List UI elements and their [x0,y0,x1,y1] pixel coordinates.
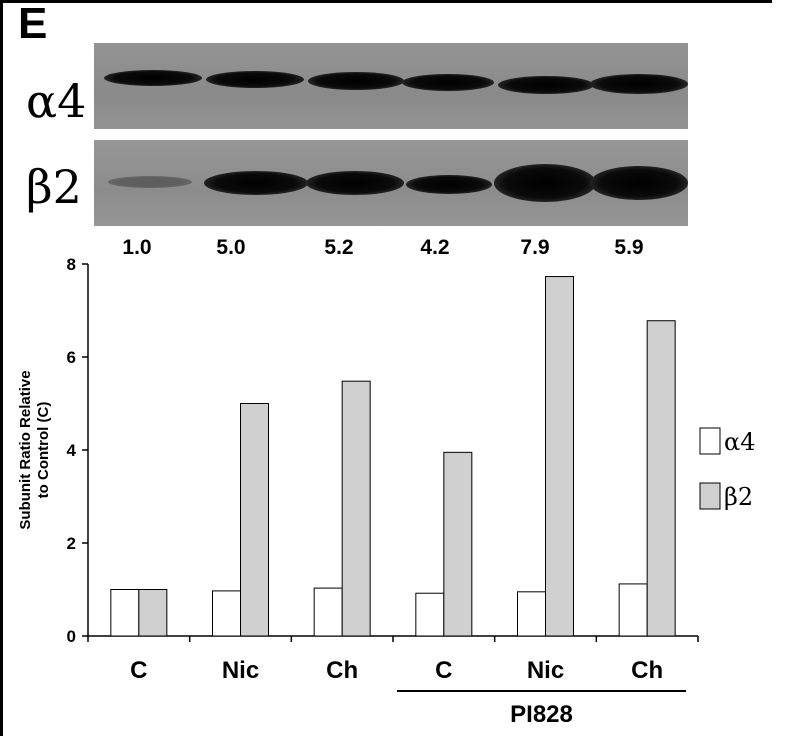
beta2-bar [138,589,168,637]
frame-left-border [0,0,3,736]
alpha4-bar [212,590,241,637]
alpha4-bar [618,583,648,637]
beta2-bar [341,380,371,637]
blot-band [406,175,492,194]
frame-top-border [0,0,772,3]
blot-band [494,164,596,202]
y-tick-label: 0 [67,627,76,646]
x-category-label: Ch [326,657,358,684]
band-ratio-label: 1.0 [122,236,152,259]
alpha4-bar [110,589,140,637]
x-category-label: Nic [527,657,564,684]
y-tick-label: 4 [67,441,77,460]
beta2-bar [545,276,574,637]
band-ratio-label: 7.9 [520,236,550,259]
alpha4-blot-label: α4 [26,74,87,128]
blot-band [498,76,594,94]
x-category-label: Nic [222,657,259,684]
beta2-bar [443,451,473,637]
blot-band [104,70,202,86]
blot-band [590,74,688,94]
y-axis-label: Subunit Ratio Relative [17,370,34,529]
blot-band [308,72,404,90]
beta2-bar [646,320,676,637]
blot-band [306,171,404,195]
band-ratio-label: 5.0 [216,236,246,259]
y-tick-label: 8 [67,255,76,274]
band-ratio-label: 5.9 [614,236,644,259]
y-tick-label: 2 [67,534,76,553]
group-label: PI828 [510,701,573,728]
blot-band [206,71,304,88]
alpha4-bar [313,587,343,637]
legend-swatch [699,427,721,455]
band-ratio-label: 4.2 [420,236,450,259]
beta2-bar [240,403,269,637]
blot-band [590,166,688,200]
legend-label: α4 [724,428,755,456]
beta2-blot-label: β2 [26,160,82,214]
legend-swatch [699,482,721,510]
legend-label: β2 [724,483,753,511]
blot-band [108,176,192,188]
y-axis-label: to Control (C) [35,402,52,499]
panel-letter: E [18,0,48,48]
blot-band [204,171,308,195]
alpha4-bar [415,592,445,637]
blot-band [402,74,494,91]
band-ratio-label: 5.2 [324,236,354,259]
x-category-label: Ch [631,657,663,684]
beta2-western-blot [94,140,688,226]
alpha4-bar [517,591,546,637]
x-category-label: C [130,657,147,684]
y-tick-label: 6 [67,348,76,367]
x-category-label: C [435,657,452,684]
alpha4-western-blot [94,43,688,129]
